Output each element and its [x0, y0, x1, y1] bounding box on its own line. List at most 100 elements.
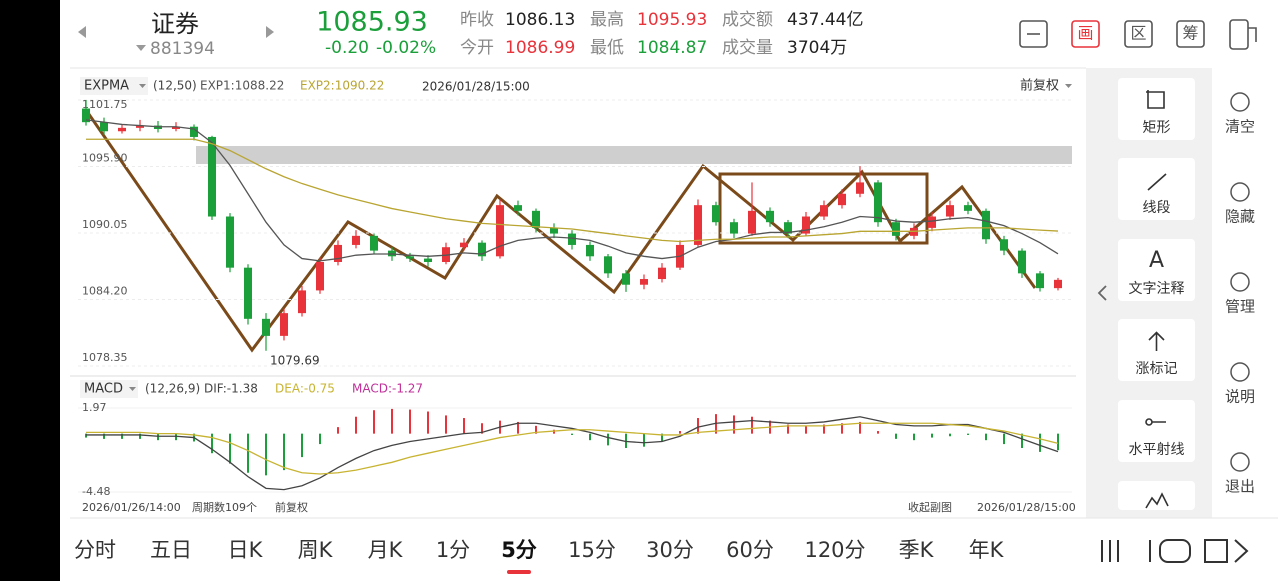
candle-body — [568, 233, 576, 245]
side-icon — [1230, 182, 1250, 202]
candle-body — [424, 258, 432, 262]
tool-label: 水平射线 — [1129, 442, 1185, 458]
candle-body — [964, 205, 972, 211]
nav-home[interactable] — [1159, 539, 1191, 563]
candle-body — [532, 210, 540, 228]
toolbar-icon-label[interactable]: 区 — [1130, 24, 1146, 43]
indicator-name: MACD — [84, 382, 123, 397]
stat-value: 1086.13 — [505, 10, 575, 30]
candle-body — [1054, 279, 1062, 289]
stat-label: 今开 — [460, 38, 494, 58]
period-tab[interactable]: 15分 — [568, 538, 616, 562]
dropdown — [129, 387, 136, 391]
tool-icon — [1146, 90, 1165, 109]
chips-icon[interactable] — [1176, 20, 1205, 48]
candle-body — [730, 222, 738, 234]
candle-body — [604, 256, 612, 274]
candle-body — [1000, 239, 1008, 251]
side-label[interactable]: 隐藏 — [1225, 208, 1255, 226]
stat-value: 1084.87 — [637, 38, 707, 58]
tool-card[interactable] — [1118, 78, 1195, 140]
start-time: 2026/01/26/14:00 — [82, 501, 181, 514]
adjust-mode[interactable]: 前复权 — [1020, 78, 1059, 94]
period-tab[interactable]: 1分 — [436, 538, 470, 562]
y-tick-label: 1084.20 — [82, 285, 128, 298]
tool-card[interactable] — [1118, 158, 1195, 220]
candle-body — [694, 205, 702, 245]
prev-arrow[interactable] — [78, 26, 86, 38]
candle-body — [352, 235, 360, 245]
candle-body — [982, 210, 990, 240]
candle-body — [316, 261, 324, 291]
tool-card[interactable] — [1118, 239, 1195, 301]
candle-body — [406, 256, 414, 259]
period-tab[interactable]: 季K — [899, 538, 935, 562]
side-label[interactable]: 退出 — [1225, 478, 1255, 496]
toolbar-icon-label[interactable]: 筹 — [1182, 24, 1198, 43]
collapse-chevron[interactable] — [1097, 285, 1107, 301]
macd-label: MACD:-1.27 — [352, 382, 423, 396]
stat-value: 3704万 — [787, 38, 847, 58]
indicator-name: EXPMA — [84, 79, 129, 94]
period-tab[interactable]: 周K — [298, 538, 334, 562]
tool-label: 线段 — [1143, 200, 1171, 216]
price-change: -0.20 — [325, 38, 369, 58]
tool-card[interactable] — [1118, 481, 1195, 510]
indicator-box[interactable] — [80, 380, 138, 398]
draw-icon[interactable] — [1071, 20, 1100, 48]
period-tab[interactable]: 月K — [368, 538, 404, 562]
candle-body — [190, 126, 198, 137]
period-tab[interactable]: 120分 — [804, 538, 865, 562]
candle-body — [658, 267, 666, 280]
side-label[interactable]: 管理 — [1225, 298, 1255, 316]
candle-body — [784, 222, 792, 234]
collapse-sub[interactable]: 收起副图 — [908, 500, 952, 514]
tool-icon: A — [1149, 248, 1164, 273]
nav-back[interactable] — [1204, 539, 1249, 563]
period-tab[interactable]: 30分 — [646, 538, 694, 562]
period-tab[interactable]: 年K — [969, 538, 1005, 562]
exp2-line — [86, 138, 1059, 243]
low-label: 1079.69 — [270, 353, 320, 367]
tool-icon — [1148, 331, 1165, 351]
period-tab[interactable]: 60分 — [726, 538, 774, 562]
period-tab[interactable]: 日K — [228, 538, 264, 562]
candle-body — [82, 108, 90, 123]
rotate-icon[interactable] — [1229, 19, 1249, 50]
candle-body — [1036, 273, 1044, 289]
candle-body — [478, 242, 486, 257]
period-tab[interactable]: 分时 — [74, 538, 116, 562]
side-label[interactable]: 清空 — [1225, 118, 1255, 136]
side-label[interactable]: 说明 — [1225, 388, 1255, 406]
tool-label: 文字注释 — [1129, 281, 1185, 297]
minimize-icon[interactable] — [1019, 20, 1048, 48]
candle-body — [712, 205, 720, 223]
range-icon[interactable] — [1124, 20, 1153, 48]
next-arrow[interactable] — [266, 26, 274, 38]
candle-body — [460, 242, 468, 248]
indicator-params: (12,50) — [153, 79, 197, 93]
side-icon — [1230, 272, 1250, 292]
indicator-box[interactable] — [80, 77, 148, 95]
y-tick-label: 1090.05 — [82, 218, 128, 231]
candle-body — [118, 127, 126, 132]
stat-value: 437.44亿 — [787, 10, 863, 30]
candle-body — [262, 318, 270, 336]
stat-label: 最低 — [590, 38, 624, 58]
stock-name: 证券 — [151, 10, 199, 38]
y-tick-label: -4.48 — [82, 485, 110, 498]
exp2-label: EXP2:1090.22 — [300, 79, 384, 93]
left-edge — [0, 0, 60, 581]
y-tick-label: 1.97 — [82, 401, 107, 414]
adjust-mode: 前复权 — [275, 500, 308, 514]
period-tab[interactable]: 五日 — [150, 538, 192, 562]
candle-body — [748, 210, 756, 234]
candle-body — [370, 235, 378, 251]
toolbar-icon-label[interactable]: 画 — [1077, 24, 1093, 43]
tool-card[interactable] — [1118, 400, 1195, 462]
candle-body — [226, 216, 234, 268]
dropdown[interactable] — [136, 45, 146, 51]
period-tab[interactable]: 5分 — [501, 538, 537, 562]
stat-label: 昨收 — [460, 10, 494, 30]
